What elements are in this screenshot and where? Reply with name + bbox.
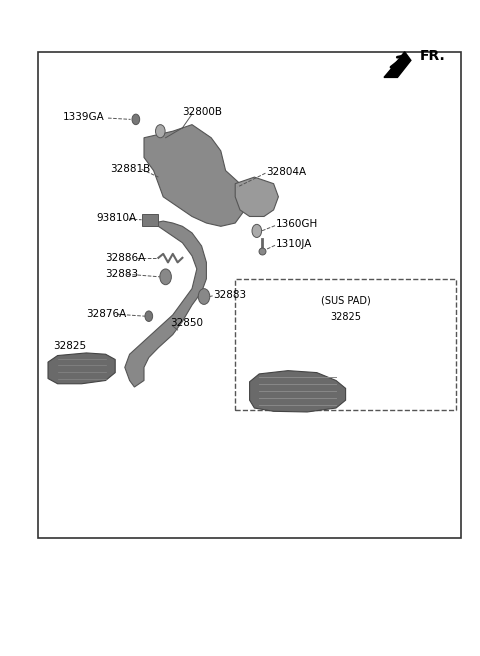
- Text: 32825: 32825: [53, 341, 86, 352]
- Text: 32881B: 32881B: [110, 164, 151, 174]
- Polygon shape: [235, 177, 278, 216]
- Circle shape: [252, 224, 262, 237]
- Circle shape: [145, 311, 153, 321]
- Circle shape: [132, 114, 140, 125]
- Bar: [142, 214, 158, 226]
- Text: 1360GH: 1360GH: [276, 219, 318, 230]
- Text: 32850: 32850: [170, 318, 204, 329]
- Circle shape: [156, 125, 165, 138]
- Polygon shape: [48, 353, 115, 384]
- Polygon shape: [144, 125, 250, 226]
- Text: FR.: FR.: [420, 49, 446, 63]
- Bar: [235, 279, 456, 410]
- Text: 32883: 32883: [214, 290, 247, 300]
- Circle shape: [160, 269, 171, 285]
- Text: 32825: 32825: [330, 312, 361, 321]
- Text: 32883: 32883: [106, 268, 139, 279]
- Text: 93810A: 93810A: [96, 213, 136, 224]
- Text: 32804A: 32804A: [266, 167, 307, 177]
- Bar: [38, 52, 461, 538]
- Polygon shape: [125, 221, 206, 387]
- Text: (SUS PAD): (SUS PAD): [321, 295, 371, 305]
- Text: 1339GA: 1339GA: [62, 112, 104, 123]
- Circle shape: [198, 289, 210, 304]
- Polygon shape: [250, 371, 346, 412]
- Text: 1310JA: 1310JA: [276, 239, 312, 249]
- Text: 32886A: 32886A: [106, 253, 146, 263]
- Polygon shape: [384, 52, 411, 77]
- Text: 32800B: 32800B: [182, 106, 222, 117]
- Text: 32876A: 32876A: [86, 308, 127, 319]
